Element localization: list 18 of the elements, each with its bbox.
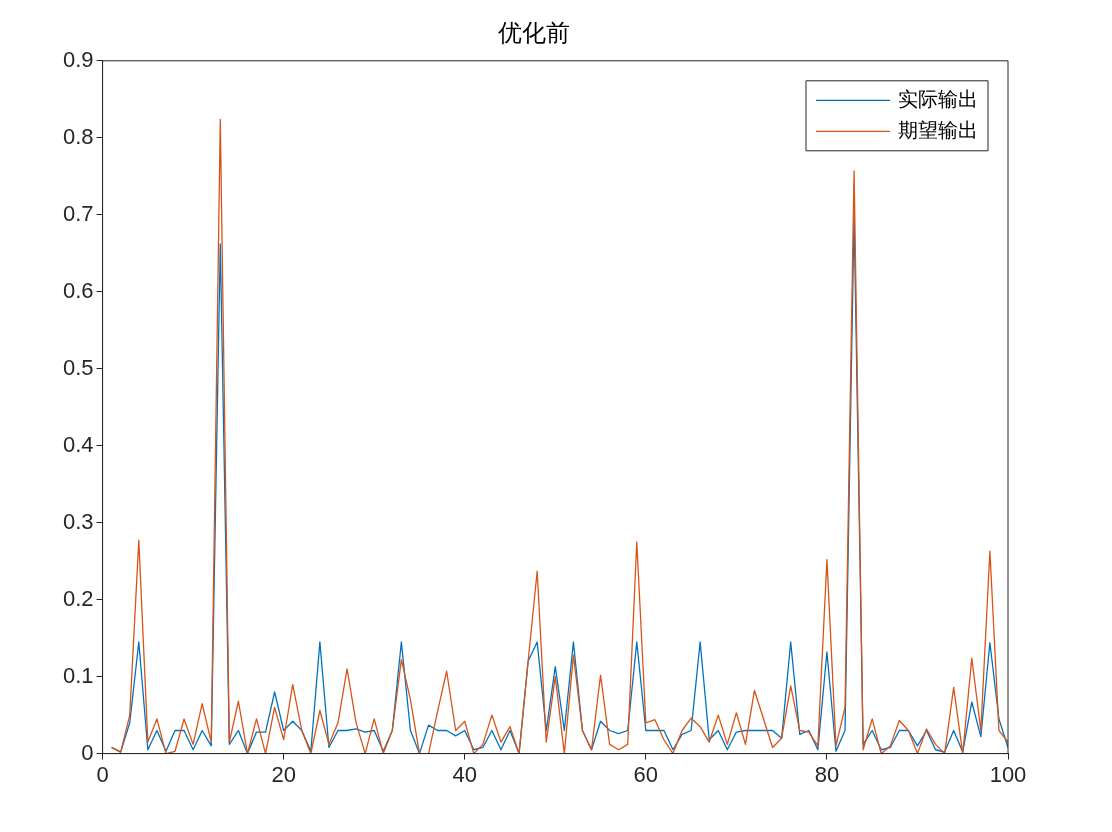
y-tick-label: 0.2 bbox=[62, 585, 94, 611]
legend-label: 期望输出 bbox=[898, 117, 978, 142]
x-tick-label: 20 bbox=[271, 761, 296, 787]
x-tick-label: 80 bbox=[814, 761, 840, 787]
y-tick-label: 0.4 bbox=[62, 431, 94, 457]
y-tick-label: 0 bbox=[81, 739, 94, 765]
y-tick-label: 0.5 bbox=[62, 354, 94, 380]
legend-label: 实际输出 bbox=[898, 86, 978, 111]
y-tick-label: 0.9 bbox=[62, 46, 94, 72]
chart-title: 优化前 bbox=[498, 18, 570, 47]
x-tick-label: 100 bbox=[989, 761, 1027, 787]
y-tick-label: 0.3 bbox=[62, 508, 94, 534]
y-tick-label: 0.7 bbox=[62, 200, 94, 226]
y-tick-label: 0.8 bbox=[62, 123, 94, 149]
y-tick-label: 0.6 bbox=[62, 277, 94, 303]
y-tick-label: 0.1 bbox=[62, 662, 94, 688]
x-tick-label: 40 bbox=[452, 761, 477, 787]
x-tick-label: 60 bbox=[633, 761, 659, 787]
